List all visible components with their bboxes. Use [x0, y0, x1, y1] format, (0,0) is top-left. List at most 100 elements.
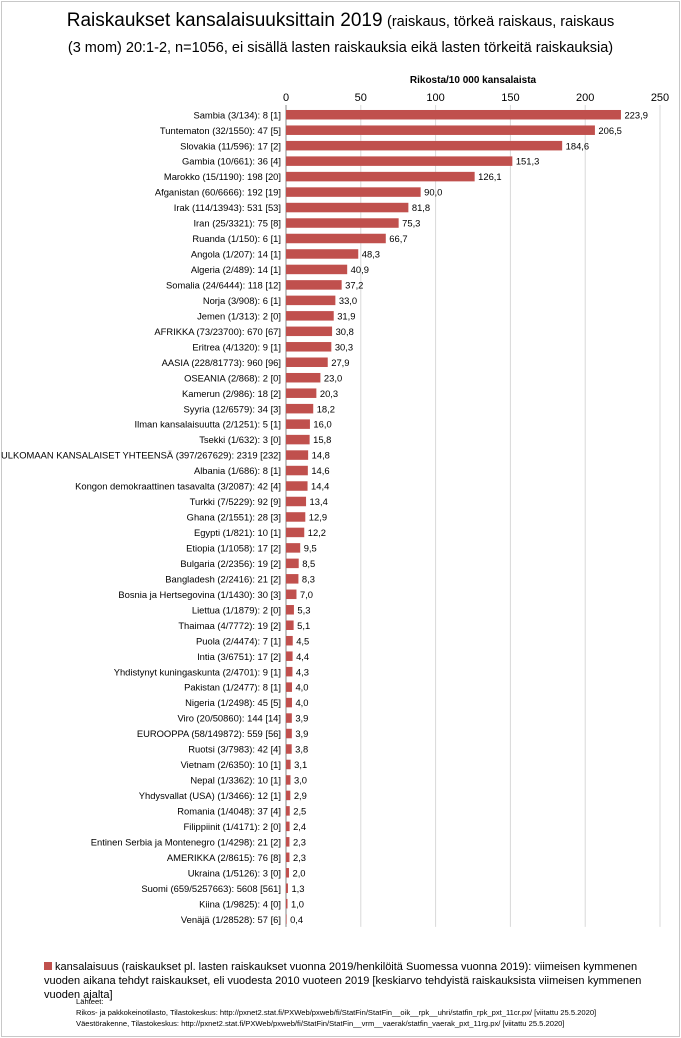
bar	[286, 775, 291, 785]
category-label: Albania (1/686): 8 [1]	[194, 465, 281, 476]
category-label: Iran (25/3321): 75 [8]	[193, 218, 281, 229]
bar	[286, 666, 293, 677]
category-label: Vietnam (2/6350): 10 [1]	[181, 759, 281, 770]
value-label: 31,9	[337, 310, 355, 321]
value-label: 18,2	[317, 403, 335, 414]
bar	[286, 187, 421, 197]
value-label: 2,0	[292, 867, 305, 878]
value-label: 30,8	[336, 326, 354, 337]
category-label: Etiopia (1/1058): 17 [2]	[186, 542, 281, 553]
value-label: 3,8	[295, 744, 308, 755]
value-label: 5,3	[297, 604, 310, 615]
sources-heading: Lähteet:	[76, 997, 104, 1006]
category-label: Ghana (2/1551): 28 [3]	[187, 512, 281, 523]
value-label: 4,5	[296, 635, 309, 646]
category-label: Bulgaria (2/2356): 19 [2]	[180, 558, 281, 569]
bar	[286, 311, 334, 321]
chart-title-main: Raiskaukset kansalaisuuksittain 2019	[66, 10, 383, 31]
value-label: 4,4	[296, 651, 309, 662]
bar	[286, 450, 309, 460]
bar	[286, 682, 292, 692]
bar	[286, 527, 305, 538]
value-label: 23,0	[324, 372, 342, 383]
value-label: 8,5	[302, 558, 315, 569]
bar	[286, 790, 291, 801]
category-label: Liettua (1/1879): 2 [0]	[192, 604, 281, 615]
value-label: 66,7	[389, 233, 407, 244]
value-label: 206,5	[598, 125, 621, 136]
bar	[286, 605, 294, 615]
value-label: 33,0	[339, 295, 357, 306]
value-label: 14,6	[311, 465, 329, 476]
category-label: Algeria (2/489): 14 [1]	[191, 264, 281, 275]
category-label: Turkki (7/5229): 92 [9]	[190, 496, 281, 507]
legend-text: kansalaisuus (raiskaukset pl. lasten rai…	[44, 961, 642, 1001]
x-tick-label: 200	[576, 92, 594, 104]
category-label: Yhdistynyt kuningaskunta (2/4701): 9 [1]	[114, 666, 281, 677]
value-label: 2,9	[294, 790, 307, 801]
value-label: 30,3	[335, 341, 353, 352]
category-label: Tsekki (1/632): 3 [0]	[199, 434, 281, 445]
category-label: Pakistan (1/2477): 8 [1]	[184, 682, 281, 693]
category-label: Angola (1/207): 14 [1]	[191, 249, 281, 260]
value-label: 0,4	[290, 914, 303, 925]
bar	[286, 342, 332, 352]
x-tick-label: 250	[651, 92, 669, 104]
chart-legend: kansalaisuus (raiskaukset pl. lasten rai…	[44, 960, 664, 1002]
bar	[286, 264, 348, 275]
bar	[286, 806, 290, 816]
category-label: Gambia (10/661): 36 [4]	[182, 156, 281, 167]
bar	[286, 233, 386, 244]
bar	[286, 295, 336, 306]
value-label: 75,3	[402, 218, 420, 229]
value-label: 9,5	[304, 542, 317, 553]
bar	[286, 465, 308, 476]
category-label: Afganistan (60/6666): 192 [19]	[155, 187, 281, 198]
bar	[286, 496, 307, 507]
value-label: 126,1	[478, 171, 501, 182]
value-label: 2,4	[293, 821, 306, 832]
x-tick-label: 0	[283, 92, 289, 104]
value-label: 8,3	[302, 573, 315, 584]
value-label: 1,0	[291, 898, 304, 909]
bar	[286, 481, 308, 491]
x-tick-label: 50	[355, 92, 367, 104]
bar	[286, 249, 359, 259]
value-label: 14,8	[312, 450, 330, 461]
bar	[286, 589, 297, 600]
value-label: 7,0	[300, 589, 313, 600]
bar	[286, 898, 288, 909]
value-label: 2,3	[293, 852, 306, 863]
category-label: Ruotsi (3/7983): 42 [4]	[188, 744, 281, 755]
category-label: EUROOPPA (58/149872): 559 [56]	[137, 728, 281, 739]
category-label: Irak (114/13943): 531 [53]	[174, 202, 281, 213]
chart-title-line2: (3 mom) 20:1-2, n=1056, ei sisällä laste…	[67, 40, 614, 56]
x-tick-label: 100	[426, 92, 444, 104]
category-label: Intia (3/6751): 17 [2]	[197, 651, 281, 662]
value-label: 12,2	[308, 527, 326, 538]
value-label: 4,0	[295, 697, 308, 708]
bar	[286, 620, 294, 630]
category-label: Venäjä (1/28528): 57 [6]	[181, 914, 281, 925]
category-label: AFRIKKA (73/23700): 670 [67]	[154, 326, 281, 337]
bar-chart: Rikosta/10 000 kansalaista 0 50 100 150 200 25…	[1, 75, 669, 927]
category-label: AASIA (228/81773): 960 [96]	[162, 357, 281, 368]
bar	[286, 883, 288, 893]
value-label: 15,8	[313, 434, 331, 445]
bar	[286, 403, 314, 414]
bar	[286, 713, 292, 723]
value-label: 20,3	[320, 388, 338, 399]
category-label: Eritrea (4/1320): 9 [1]	[192, 341, 281, 352]
value-label: 81,8	[412, 202, 430, 213]
value-label: 14,4	[311, 481, 329, 492]
value-label: 27,9	[331, 357, 349, 368]
bar	[286, 914, 287, 924]
category-label: Bosnia ja Hertsegovina (1/1430): 30 [3]	[118, 589, 281, 600]
value-label: 40,9	[351, 264, 369, 275]
value-label: 48,3	[362, 249, 380, 260]
category-label: Somalia (24/6444): 118 [12]	[166, 280, 281, 291]
value-label: 5,1	[297, 620, 310, 631]
category-label: Bangladesh (2/2416): 21 [2]	[165, 573, 281, 584]
value-label: 16,0	[313, 419, 331, 430]
category-label: Nepal (1/3362): 10 [1]	[190, 775, 281, 786]
